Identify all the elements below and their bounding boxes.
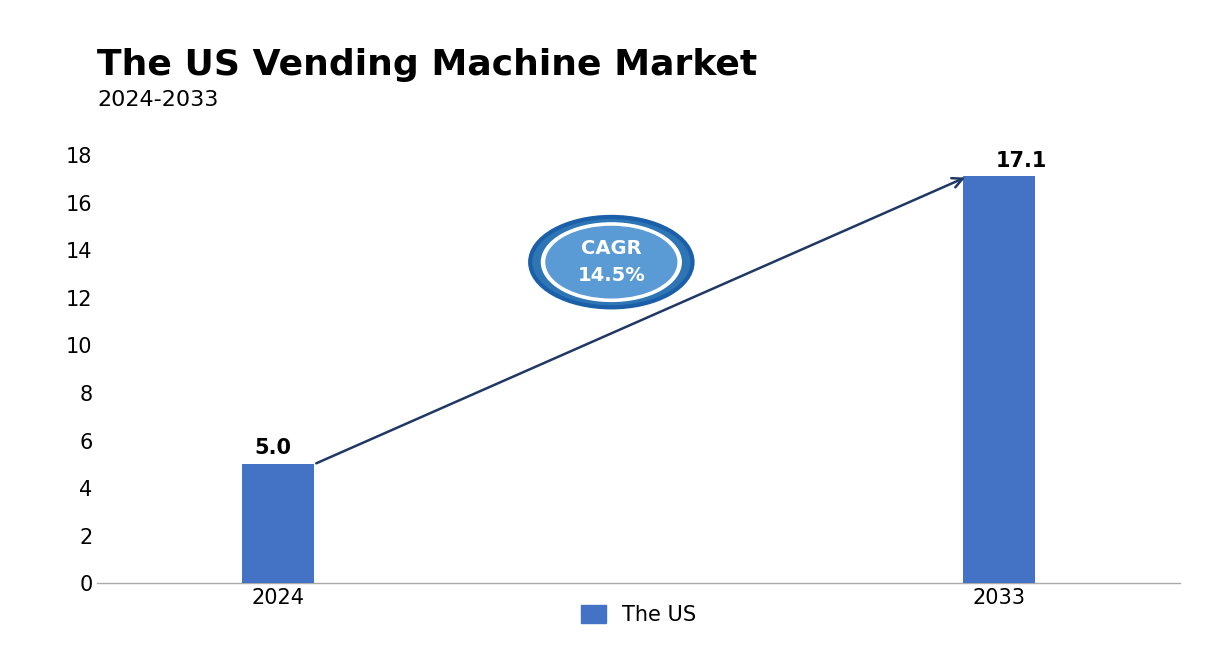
Text: 5.0: 5.0	[254, 438, 292, 459]
Bar	[963, 176, 1035, 583]
Legend: The US: The US	[573, 596, 704, 633]
Text: 17.1: 17.1	[996, 151, 1047, 170]
Text: 2024-2033: 2024-2033	[97, 90, 219, 110]
Text: CAGR
14.5%: CAGR 14.5%	[578, 239, 646, 285]
Ellipse shape	[541, 223, 681, 302]
Ellipse shape	[530, 217, 692, 308]
Ellipse shape	[546, 227, 677, 298]
Bar	[242, 465, 314, 583]
Text: The US Vending Machine Market: The US Vending Machine Market	[97, 48, 758, 82]
